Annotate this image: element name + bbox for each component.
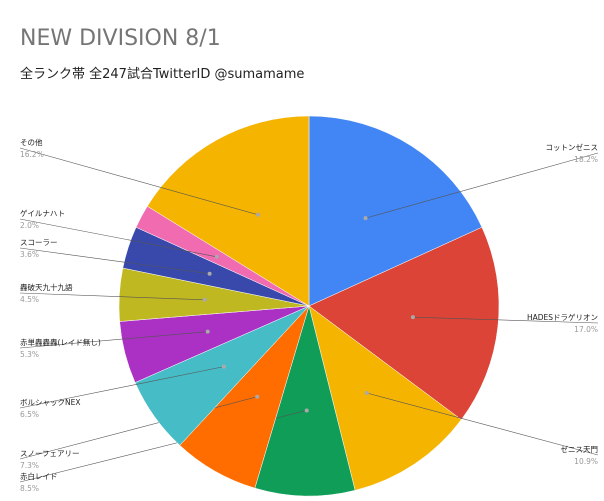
slice-7-dot bbox=[205, 329, 210, 334]
slice-2-leader bbox=[412, 316, 599, 324]
slice-11-dot bbox=[256, 212, 261, 217]
slice-5-leader bbox=[19, 396, 258, 460]
slice-1[interactable] bbox=[308, 115, 483, 307]
slice-6-dot bbox=[221, 364, 226, 369]
slice-2-label: HADESドラゲリオン bbox=[527, 313, 598, 322]
slice-8-dot bbox=[202, 297, 207, 302]
slice-1-label: コットンゼニス bbox=[546, 142, 599, 152]
slice-2[interactable] bbox=[308, 226, 500, 420]
slice-10-leader bbox=[19, 218, 217, 258]
slice-4-label: 赤白レイド bbox=[20, 471, 58, 481]
slice-1-dot bbox=[363, 216, 368, 221]
slice-7-leader bbox=[19, 331, 208, 349]
slice-6-leader bbox=[19, 366, 224, 409]
slice-1-leader bbox=[365, 152, 599, 219]
slice-9-leader bbox=[19, 247, 210, 275]
slice-2-percent: 17.0% bbox=[574, 325, 598, 334]
slice-4-percent: 8.5% bbox=[20, 484, 39, 493]
slice-8-label: 轟破天九十九語 bbox=[20, 282, 73, 292]
slice-8-percent: 4.5% bbox=[20, 295, 39, 304]
slice-5-percent: 7.3% bbox=[20, 461, 39, 470]
slice-5-dot bbox=[255, 394, 260, 399]
slice-10-percent: 2.0% bbox=[20, 221, 39, 230]
chart-title: NEW DIVISION 8/1 bbox=[20, 26, 221, 51]
slice-6-percent: 6.5% bbox=[20, 410, 39, 419]
slice-3-label: ゼニス天門 bbox=[561, 444, 599, 454]
slice-11-percent: 16.2% bbox=[20, 150, 44, 159]
slice-11-label: その他 bbox=[20, 137, 43, 147]
slice-9-dot bbox=[207, 271, 212, 276]
slice-10-label: ゲイルナハト bbox=[20, 209, 65, 218]
slice-4-dot bbox=[304, 408, 309, 413]
slice-2-dot bbox=[410, 315, 415, 320]
slice-8-leader bbox=[19, 292, 205, 301]
slice-3-percent: 10.9% bbox=[574, 457, 598, 466]
slice-11[interactable] bbox=[146, 115, 310, 307]
chart-subtitle: 全ランク帯 全247試合TwitterID @sumamame bbox=[20, 67, 305, 82]
slice-3-leader bbox=[366, 392, 599, 456]
slice-1-percent: 18.2% bbox=[574, 155, 598, 164]
slice-11-leader bbox=[19, 147, 259, 216]
slice-9-label: スコーラー bbox=[20, 238, 58, 247]
slice-4[interactable] bbox=[254, 305, 356, 497]
slice-5-label: スノーフェアリー bbox=[20, 449, 80, 458]
slice-9-percent: 3.6% bbox=[20, 250, 39, 259]
slice-7-label: 赤単轟轟轟(レイド無し) bbox=[20, 337, 101, 347]
slice-10-dot bbox=[214, 254, 219, 259]
slice-6-label: ボルシャックNEX bbox=[20, 398, 81, 407]
slice-7-percent: 5.3% bbox=[20, 350, 39, 359]
slice-3-dot bbox=[364, 390, 369, 395]
